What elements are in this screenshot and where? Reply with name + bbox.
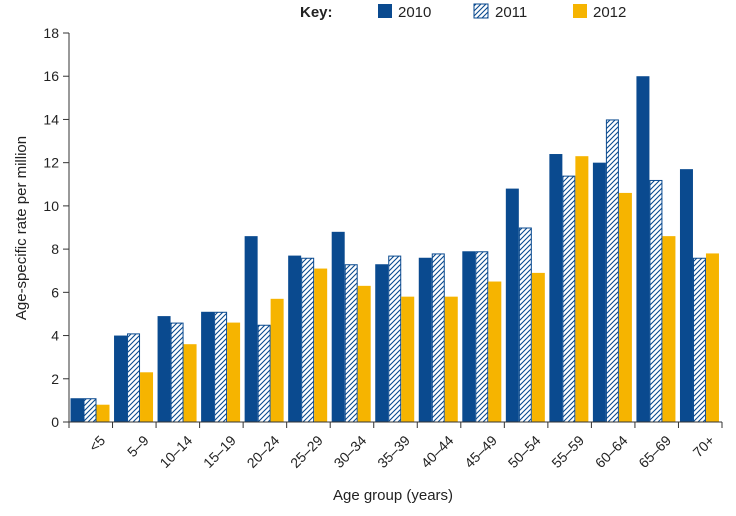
y-tick-label: 14 — [43, 111, 59, 127]
bar-2010-45–49 — [462, 251, 476, 422]
x-tick-label: 45–49 — [461, 432, 500, 471]
bar-2011-45–49 — [475, 251, 489, 423]
bar-2011-25–29 — [301, 257, 315, 423]
legend-label-2012: 2012 — [593, 4, 626, 21]
bar-2010-20–24 — [244, 236, 258, 422]
bar-2010-55–59 — [549, 154, 563, 422]
bar-2010-35–39 — [375, 264, 389, 422]
y-axis-title: Age-specific rate per million — [13, 136, 30, 320]
bar-2012-65–69 — [662, 236, 676, 422]
bar-2010-10–14 — [157, 316, 171, 422]
bar-2010-50–54 — [505, 188, 519, 422]
x-tick-label: 15–19 — [200, 432, 239, 471]
x-axis-title: Age group (years) — [333, 487, 453, 504]
bar-2011-60–64 — [605, 119, 619, 423]
bar-2011-35–39 — [388, 255, 402, 423]
bar-2010-30–34 — [331, 231, 345, 422]
bar-2011-40–44 — [431, 253, 445, 423]
legend-label-2011: 2011 — [495, 4, 527, 21]
bar-2012-35–39 — [401, 296, 415, 422]
y-tick-label: 4 — [51, 328, 59, 344]
bar-2011-20–24 — [257, 324, 271, 423]
x-tick-label: 35–39 — [374, 432, 413, 471]
bar-2012-25–29 — [314, 268, 328, 422]
bar-2012-60–64 — [618, 192, 632, 422]
bar-2011-30–34 — [344, 264, 358, 423]
bar-2011-10–14 — [170, 322, 184, 423]
bar-2012-<5 — [96, 404, 110, 422]
x-tick-label: 70+ — [690, 432, 718, 460]
legend-swatch-2011 — [473, 3, 489, 19]
bar-2010-70+ — [679, 169, 693, 422]
x-tick-label: <5 — [86, 432, 109, 455]
y-tick-label: 2 — [51, 371, 59, 387]
x-tick-label: 20–24 — [244, 432, 283, 471]
bar-2012-5–9 — [140, 372, 154, 422]
bar-2012-20–24 — [270, 298, 284, 422]
x-axis: <5 5–9 10–14 15–19 20–24 25–29 30–34 35–39 40–44… — [68, 421, 723, 471]
bar-2012-50–54 — [531, 272, 545, 422]
x-tick-label: 55–59 — [548, 432, 587, 471]
bar-2012-15–19 — [227, 322, 241, 422]
bar-2010-25–29 — [288, 255, 302, 422]
y-axis: 0 2 4 6 8 10 12 14 16 18 — [43, 25, 70, 430]
legend: Key: 2010 2011 2012 — [300, 3, 626, 21]
legend-title: Key: — [300, 4, 333, 21]
x-tick-label: 60–64 — [592, 432, 631, 471]
bars — [70, 76, 719, 423]
bar-2011-<5 — [83, 398, 97, 423]
bar-2010-5–9 — [114, 335, 128, 422]
y-tick-label: 6 — [51, 284, 59, 300]
x-tick-label: 5–9 — [124, 432, 152, 460]
bar-2011-15–19 — [214, 311, 228, 423]
x-tick-label: 50–54 — [505, 432, 544, 471]
bar-2011-50–54 — [518, 227, 532, 423]
bar-2011-5–9 — [127, 333, 141, 423]
bar-2010-<5 — [70, 398, 84, 422]
x-tick-label: 65–69 — [635, 432, 674, 471]
bar-2010-60–64 — [592, 162, 606, 422]
x-tick-label: 30–34 — [331, 432, 370, 471]
y-tick-label: 10 — [43, 198, 59, 214]
bar-2011-70+ — [692, 257, 706, 423]
legend-swatch-2012 — [573, 4, 587, 18]
bar-2010-15–19 — [201, 311, 215, 422]
bar-2012-30–34 — [357, 285, 371, 422]
y-tick-label: 18 — [43, 25, 59, 41]
y-tick-label: 0 — [51, 414, 59, 430]
y-tick-label: 16 — [43, 68, 59, 84]
x-tick-label: 40–44 — [418, 432, 457, 471]
legend-swatch-2010 — [378, 4, 392, 18]
y-tick-label: 12 — [43, 155, 59, 171]
x-tick-label: 10–14 — [156, 432, 195, 471]
y-tick-label: 8 — [51, 241, 59, 257]
bar-2011-65–69 — [649, 179, 663, 423]
legend-label-2010: 2010 — [398, 4, 431, 21]
x-tick-label: 25–29 — [287, 432, 326, 471]
bar-2010-40–44 — [418, 257, 432, 422]
bar-2012-70+ — [705, 253, 719, 422]
bar-2010-65–69 — [636, 76, 650, 422]
bar-2012-55–59 — [575, 156, 589, 422]
bar-2012-45–49 — [488, 281, 502, 422]
bar-2011-55–59 — [562, 175, 576, 423]
bar-2012-40–44 — [444, 296, 458, 422]
bar-2012-10–14 — [183, 344, 197, 422]
